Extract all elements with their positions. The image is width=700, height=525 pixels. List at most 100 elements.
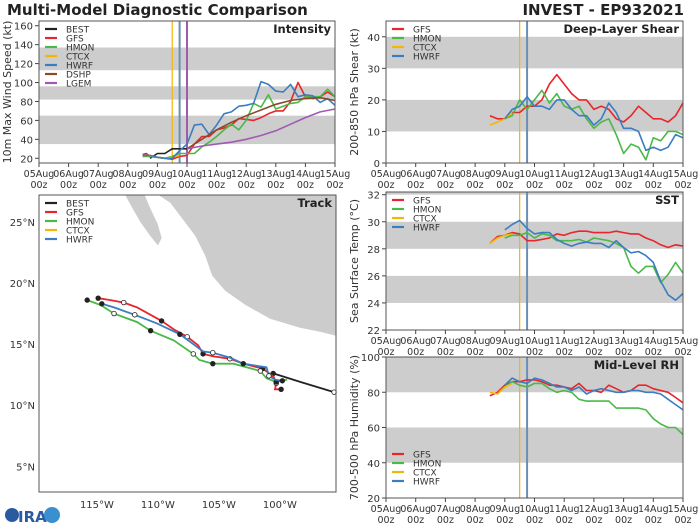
x-tick-hour: 00z [149,180,166,191]
track-point [147,327,154,334]
track-point [278,386,284,393]
y-tick-label: 10 [367,127,380,138]
x-tick-hour: 00z [178,180,195,191]
y-axis-label: 10m Max Wind Speed (kt) [1,21,14,164]
x-tick-date: 14Aug [638,504,669,515]
x-tick-hour: 00z [526,180,543,191]
x-tick-hour: 00z [645,347,662,358]
y-tick-label: 20 [367,494,380,505]
series-line-lgem [186,108,336,150]
mexico-mainland [157,194,337,337]
plot-frame [385,356,684,499]
legend-label: GFS [413,26,431,36]
legend-label: HWRF [413,224,440,234]
x-tick-date: 12Aug [231,169,262,180]
x-tick-hour: 00z [645,515,662,525]
panel-title: Track [298,196,333,210]
x-tick-hour: 00z [585,347,602,358]
x-tick-hour: 00z [467,180,484,191]
legend-label: HWRF [66,236,93,246]
x-tick-hour: 00z [437,515,454,525]
panel-title: SST [655,193,679,207]
shaded-band [386,192,683,195]
track-line-hmon [86,299,288,383]
x-tick-date: 11Aug [201,169,232,180]
x-tick-date: 12Aug [579,504,610,515]
panel-shear: 01020304005Aug00z06Aug00z07Aug00z08Aug00… [348,20,699,191]
x-tick-date: 09Aug [489,169,520,180]
y-tick-label: 32 [367,191,380,202]
series-line-gfs [489,379,684,404]
x-tick-hour: 00z [437,180,454,191]
y-axis-label: Sea Surface Temp (°C) [348,199,361,323]
x-tick-hour: 00z [585,180,602,191]
y-tick-label: 100 [14,79,33,90]
x-tick-date: 14Aug [638,336,669,347]
x-tick-date: 15Aug [320,169,351,180]
series-line-ctcx [489,233,513,245]
legend-label: CTCX [413,44,437,54]
y-tick-label: 30 [367,64,380,75]
y-tick-label: 160 [14,22,33,33]
x-tick-date: 12Aug [579,169,610,180]
legend-label: CTCX [66,227,90,237]
legend-label: HWRF [413,478,440,488]
x-tick-date: 10Aug [519,336,550,347]
lon-tick-label: 115°W [80,500,114,511]
y-tick-label: 20 [367,96,380,107]
x-tick-hour: 00z [119,180,136,191]
y-tick-label: 80 [367,388,380,399]
x-tick-date: 13Aug [608,169,639,180]
x-tick-date: 14Aug [290,169,321,180]
x-tick-hour: 00z [238,180,255,191]
x-tick-hour: 00z [377,515,394,525]
legend-label: CTCX [66,53,90,63]
track-point [257,368,264,374]
x-tick-hour: 00z [496,180,513,191]
x-tick-hour: 00z [377,180,394,191]
x-tick-hour: 00z [407,180,424,191]
y-tick-label: 60 [20,116,33,127]
y-tick-label: 20 [20,154,33,165]
legend-label: HMON [413,35,441,45]
panel-sst: 22242628303205Aug00z06Aug00z07Aug00z08Au… [348,191,698,358]
x-tick-hour: 00z [496,347,513,358]
x-tick-hour: 00z [377,347,394,358]
x-tick-date: 10Aug [519,504,550,515]
legend-label: GFS [413,197,431,207]
x-tick-hour: 00z [267,180,284,191]
y-tick-label: 40 [367,33,380,44]
legend-label: HMON [413,206,441,216]
series-line-hwrf [142,80,336,160]
lon-tick-label: 100°W [263,500,297,511]
x-tick-hour: 00z [526,347,543,358]
legend-label: GFS [66,209,84,219]
plot-frame [385,20,684,164]
x-tick-date: 11Aug [549,169,580,180]
x-tick-date: 06Aug [400,169,431,180]
track-point [240,360,247,367]
x-tick-date: 12Aug [579,336,610,347]
track-point [210,349,216,356]
x-tick-date: 14Aug [638,169,669,180]
svg-text:IRA: IRA [18,508,47,525]
track-point [84,297,90,303]
legend-label: HMON [413,460,441,470]
lon-tick-label: 110°W [141,500,175,511]
x-tick-hour: 00z [615,347,632,358]
x-tick-hour: 00z [556,515,573,525]
track-point [121,299,127,306]
series-line-hwrf [504,219,684,302]
legend-label: DSHP [66,71,91,81]
x-tick-date: 15Aug [668,169,699,180]
panel-title: Intensity [273,22,331,36]
x-tick-date: 07Aug [430,336,461,347]
x-tick-hour: 00z [407,515,424,525]
track-point [266,373,272,379]
y-tick-label: 40 [367,459,380,470]
x-tick-date: 08Aug [460,169,491,180]
x-tick-date: 15Aug [668,336,699,347]
legend-label: BEST [66,200,90,210]
